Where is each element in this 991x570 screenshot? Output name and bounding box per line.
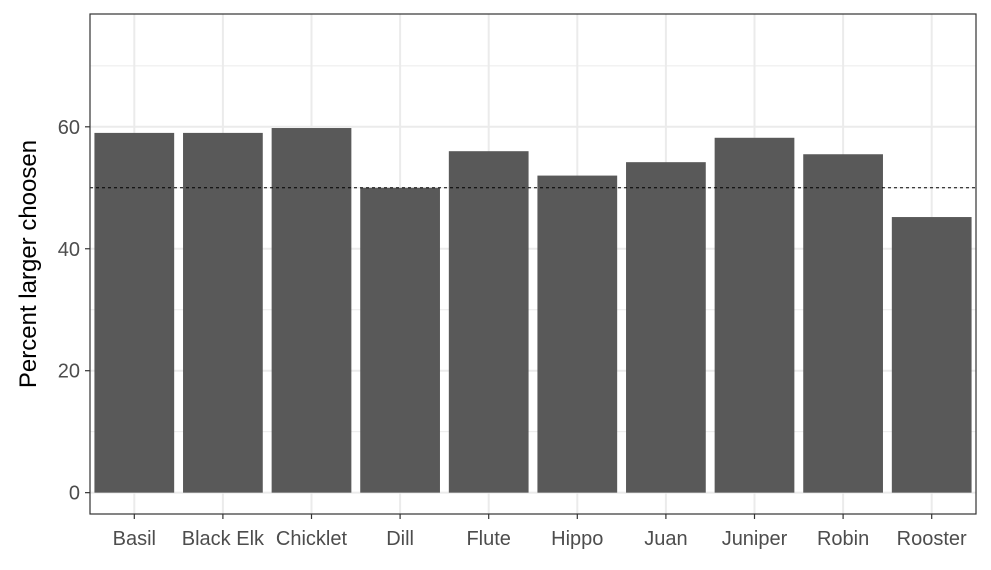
y-tick-label: 20 <box>58 361 80 383</box>
x-axis: Basil Black Elk Chicklet Dill Flute Hippo Juan… <box>113 514 967 550</box>
y-tick-label: 0 <box>69 483 80 505</box>
bar-flute <box>448 151 529 493</box>
bar-dill <box>360 187 440 493</box>
x-tick-label: Black Elk <box>182 528 265 550</box>
x-tick-label: Rooster <box>897 528 967 550</box>
bar-juniper <box>714 137 795 493</box>
x-tick-label: Hippo <box>551 528 603 550</box>
bars <box>94 128 972 493</box>
x-tick-label: Juan <box>644 528 687 550</box>
x-tick-label: Juniper <box>722 528 788 550</box>
x-tick-label: Basil <box>113 528 156 550</box>
bar-black-elk <box>183 132 263 493</box>
y-tick-label: 40 <box>58 239 80 261</box>
x-tick-label: Chicklet <box>276 528 348 550</box>
bar-juan <box>626 162 706 493</box>
x-tick-label: Robin <box>817 528 869 550</box>
bar-basil <box>94 132 175 493</box>
bar-rooster <box>891 217 972 493</box>
bar-chicklet <box>271 128 352 493</box>
x-tick-label: Dill <box>386 528 414 550</box>
x-tick-label: Flute <box>466 528 510 550</box>
bar-robin <box>803 154 883 493</box>
bar-hippo <box>537 175 618 493</box>
panel-border <box>89 13 977 515</box>
y-tick-label: 60 <box>58 117 80 139</box>
y-axis-title: Percent larger choosen <box>15 140 42 388</box>
y-axis: 0 20 40 60 <box>58 117 90 505</box>
